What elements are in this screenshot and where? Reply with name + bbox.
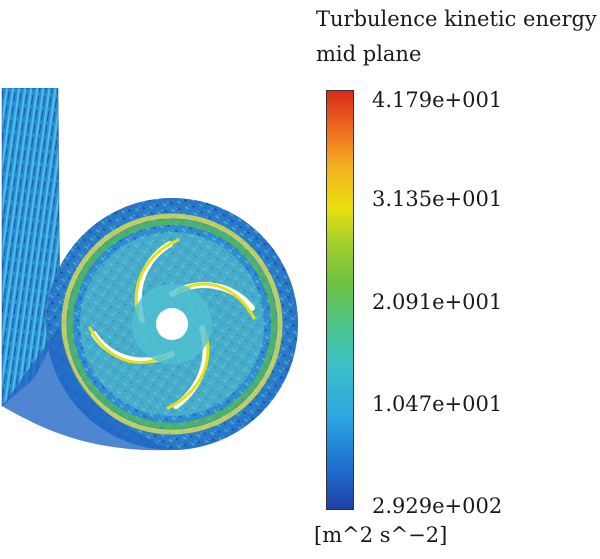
color-scale-bar	[326, 90, 354, 510]
turbulence-contour-plot	[1, 88, 298, 451]
impeller	[80, 232, 264, 416]
tick-label-min: 2.929e+002	[372, 494, 503, 518]
tick-label-1: 1.047e+001	[372, 392, 503, 416]
legend-title-line-1: Turbulence kinetic energy	[316, 7, 597, 31]
legend-title-line-2: mid plane	[316, 42, 422, 66]
unit-label: [m^2 s^−2]	[314, 523, 448, 547]
tick-label-3: 3.135e+001	[372, 187, 503, 211]
tick-label-max: 4.179e+001	[372, 88, 503, 112]
legend-title: Turbulence kinetic energy mid plane	[316, 2, 597, 72]
tick-label-2: 2.091e+001	[372, 290, 503, 314]
